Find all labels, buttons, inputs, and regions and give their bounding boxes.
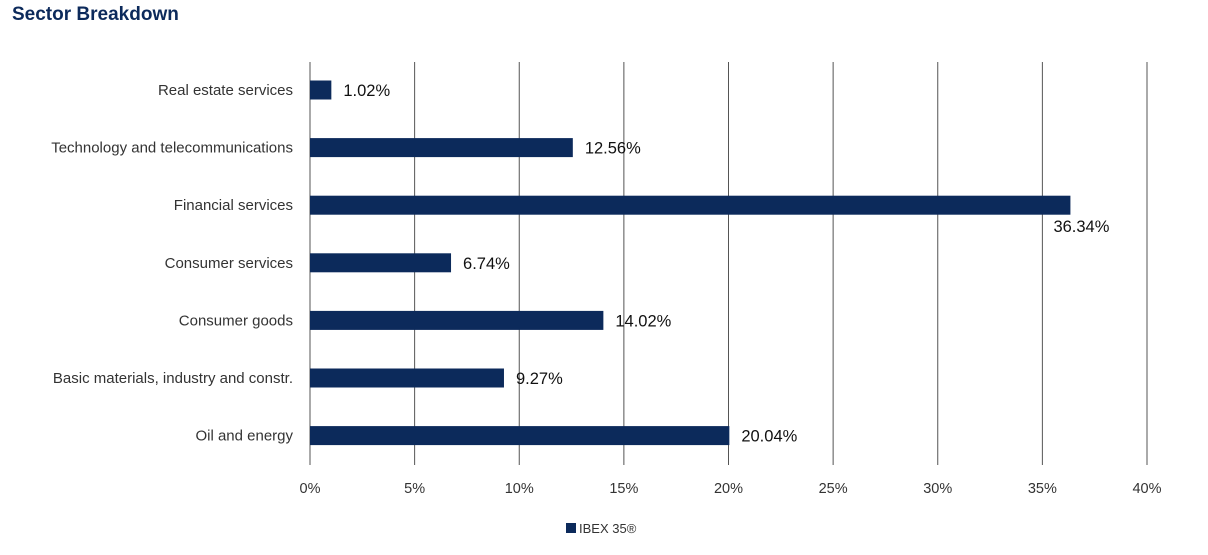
bar [310, 310, 604, 330]
x-tick-label: 0% [300, 481, 321, 497]
x-tick-label: 10% [505, 481, 534, 497]
x-tick-label: 15% [609, 481, 638, 497]
chart-title: Sector Breakdown [12, 4, 179, 25]
data-label: 6.74% [463, 255, 510, 273]
category-label: Financial services [174, 197, 293, 214]
category-label: Oil and energy [195, 428, 293, 445]
category-label: Consumer services [165, 255, 293, 272]
bar [310, 138, 573, 158]
data-label: 14.02% [615, 312, 671, 330]
x-tick-label: 30% [923, 481, 952, 497]
data-label: 12.56% [585, 140, 641, 158]
category-label: Real estate services [158, 82, 293, 99]
x-tick-label: 5% [404, 481, 425, 497]
legend-label: IBEX 35® [579, 521, 637, 536]
bar [310, 426, 730, 446]
bar [310, 368, 504, 388]
bar [310, 253, 452, 273]
category-label: Consumer goods [179, 312, 293, 329]
data-label: 20.04% [741, 428, 797, 446]
data-label: 9.27% [516, 370, 563, 388]
category-label: Basic materials, industry and constr. [53, 370, 293, 387]
bar [310, 195, 1071, 215]
data-label: 36.34% [1053, 218, 1109, 236]
x-tick-label: 35% [1028, 481, 1057, 497]
data-label: 1.02% [343, 82, 390, 100]
x-tick-label: 25% [819, 481, 848, 497]
x-tick-label: 20% [714, 481, 743, 497]
x-tick-label: 40% [1132, 481, 1161, 497]
category-label: Technology and telecommunications [51, 140, 293, 157]
bar [310, 80, 332, 100]
legend-swatch [566, 523, 576, 533]
